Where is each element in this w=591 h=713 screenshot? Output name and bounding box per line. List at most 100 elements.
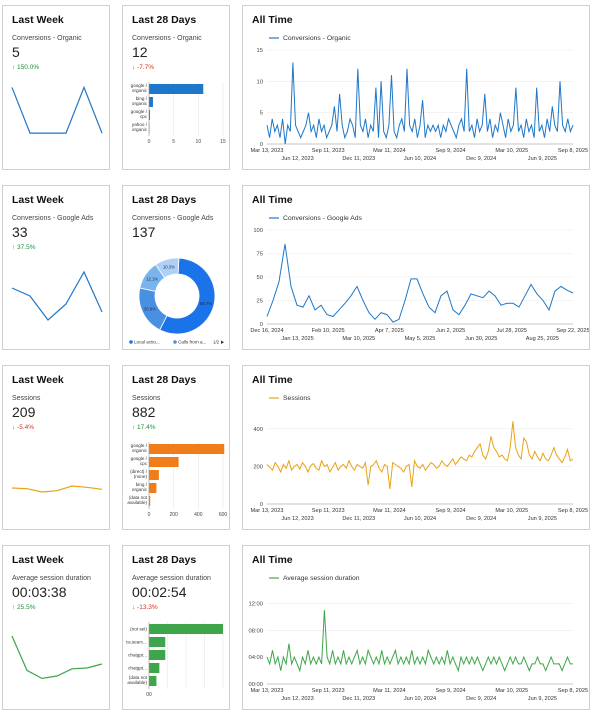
sparkline-series-line [11, 485, 103, 493]
y-tick-label: 0 [260, 142, 263, 148]
card-title: Last Week [12, 14, 64, 26]
last-28-days-card[interactable]: Last 28 Days Average session duration 00:0… [122, 545, 230, 710]
metric-value: 12 [132, 44, 148, 60]
last-week-card[interactable]: Last Week Conversions - Organic 5 ↑ 150.0% [2, 5, 110, 170]
sparkline-series-line [11, 85, 103, 134]
series-line[interactable] [266, 62, 574, 145]
category-label: google / organic [131, 83, 148, 93]
slice-label: 12.1% [146, 277, 158, 282]
x-tick-label: Mar 11, 2024 [373, 508, 406, 514]
line-chart: Conversions - Organic 0 5 10 15 Mar 13, 2023 J… [251, 35, 589, 162]
x-tick-label: Jun 9, 2025 [528, 516, 557, 522]
metric-change: ↑ 37.5% [12, 244, 36, 251]
x-tick-label: Jun 10, 2024 [404, 156, 436, 162]
bar[interactable] [149, 624, 223, 634]
sparkline-chart [11, 635, 103, 680]
bar[interactable] [149, 470, 159, 480]
all-time-card[interactable]: All Time Conversions - Google Ads 0 25 50 75 1… [242, 185, 590, 350]
x-tick-label: Jun 12, 2023 [281, 156, 313, 162]
bar[interactable] [149, 650, 166, 660]
bar[interactable] [149, 444, 225, 454]
bar[interactable] [149, 676, 157, 686]
metric-label: Conversions - Google Ads [132, 215, 214, 222]
series-line[interactable] [266, 610, 573, 673]
bar[interactable] [149, 496, 151, 506]
x-tick-label: Sep 9, 2024 [436, 508, 466, 514]
x-tick-label: Jun 12, 2023 [281, 696, 313, 702]
x-tick-label: Apr 7, 2025 [375, 328, 404, 334]
sparkline-chart [11, 485, 103, 493]
donut-slice[interactable] [159, 257, 216, 335]
category-label: (direct) / (none) [130, 469, 148, 479]
last-28-days-card[interactable]: Last 28 Days Conversions - Organic 12 ↓ -7.… [122, 5, 230, 170]
legend-label: Average session duration [283, 575, 360, 582]
donut-slice[interactable] [155, 257, 180, 279]
last-28-days-card[interactable]: Last 28 Days Sessions 882 ↑ 17.4% google / or… [122, 365, 230, 530]
x-tick-label: 600 [219, 512, 228, 518]
category-label: yahoo / organic [132, 122, 148, 132]
slice-label: 20.9% [144, 306, 156, 311]
last-week-card[interactable]: Last Week Average session duration 00:03:3… [2, 545, 110, 710]
x-tick-label: Mar 10, 2025 [495, 688, 528, 694]
x-tick-label: 200 [169, 512, 178, 518]
bar[interactable] [149, 97, 153, 107]
legend-label: Conversions - Organic [283, 35, 351, 42]
card-title: All Time [252, 554, 293, 566]
metric-value: 00:02:54 [132, 584, 187, 600]
x-tick-label: 15 [220, 139, 226, 145]
metric-value: 137 [132, 224, 156, 240]
last-week-card[interactable]: Last Week Conversions - Google Ads 33 ↑ 37.… [2, 185, 110, 350]
card-title: Last 28 Days [132, 374, 197, 386]
line-chart: Average session duration 00:00 04:00 08:00 1… [248, 575, 588, 702]
bar[interactable] [149, 663, 160, 673]
metric-change: ↓ -13.3% [132, 604, 158, 611]
card-title: All Time [252, 14, 293, 26]
all-time-card[interactable]: All Time Sessions 0 200 400 Mar 13, 2023 Jun 1… [242, 365, 590, 530]
series-line[interactable] [266, 244, 574, 323]
legend-pager[interactable]: 1/2 [213, 340, 220, 345]
legend-label: Local actio... [134, 340, 160, 345]
x-tick-label: Mar 10, 2025 [495, 508, 528, 514]
x-tick-label: Aug 25, 2025 [526, 336, 559, 342]
y-tick-label: 15 [257, 48, 263, 54]
all-time-card[interactable]: All Time Average session duration 00:00 04:… [242, 545, 590, 710]
y-tick-label: 0 [260, 502, 263, 508]
last-week-card[interactable]: Last Week Sessions 209 ↓ -5.4% [2, 365, 110, 530]
x-tick-label: Jun 9, 2025 [528, 696, 557, 702]
metric-value: 00:03:38 [12, 584, 67, 600]
metric-label: Conversions - Organic [132, 35, 202, 42]
bar[interactable] [149, 483, 157, 493]
card-title: Last 28 Days [132, 14, 197, 26]
x-tick-label: Dec 16, 2024 [250, 328, 283, 334]
last-28-days-card[interactable]: Last 28 Days Conversions - Google Ads 137 5… [122, 185, 230, 350]
x-tick-label: Jan 13, 2025 [281, 336, 313, 342]
metric-change: ↑ 25.5% [12, 604, 36, 611]
y-tick-label: 04:00 [248, 655, 263, 661]
metric-label: Conversions - Google Ads [12, 215, 94, 222]
slice-label: 10.3% [163, 265, 175, 270]
bar[interactable] [149, 457, 179, 467]
series-line[interactable] [266, 421, 574, 490]
line-chart: Conversions - Google Ads 0 25 50 75 100 Dec 16… [250, 215, 589, 342]
x-tick-label: Jun 9, 2025 [528, 156, 557, 162]
x-tick-label: Feb 10, 2025 [312, 328, 345, 334]
x-tick-label: 0 [148, 139, 151, 145]
bar[interactable] [149, 637, 166, 647]
pager-next-icon[interactable] [221, 340, 224, 345]
x-tick-label: Jun 12, 2023 [281, 516, 313, 522]
y-tick-label: 0 [260, 322, 263, 328]
metric-value: 33 [12, 224, 28, 240]
y-tick-label: 25 [257, 299, 263, 305]
y-tick-label: 50 [257, 275, 263, 281]
category-label: chatgpt... [128, 653, 147, 658]
donut-chart: 56.7% 20.9% 12.1% 10.3% Local actio... Calls … [129, 257, 224, 345]
bar[interactable] [149, 110, 150, 120]
x-tick-label: Mar 10, 2025 [342, 336, 375, 342]
metric-value: 5 [12, 44, 20, 60]
category-label: (data not available) [127, 495, 147, 505]
bar[interactable] [149, 84, 204, 94]
y-tick-label: 5 [260, 111, 263, 117]
metric-label: Average session duration [132, 575, 211, 582]
category-label: ca.searc... [126, 640, 147, 645]
all-time-card[interactable]: All Time Conversions - Organic 0 5 10 15 Mar 1… [242, 5, 590, 170]
